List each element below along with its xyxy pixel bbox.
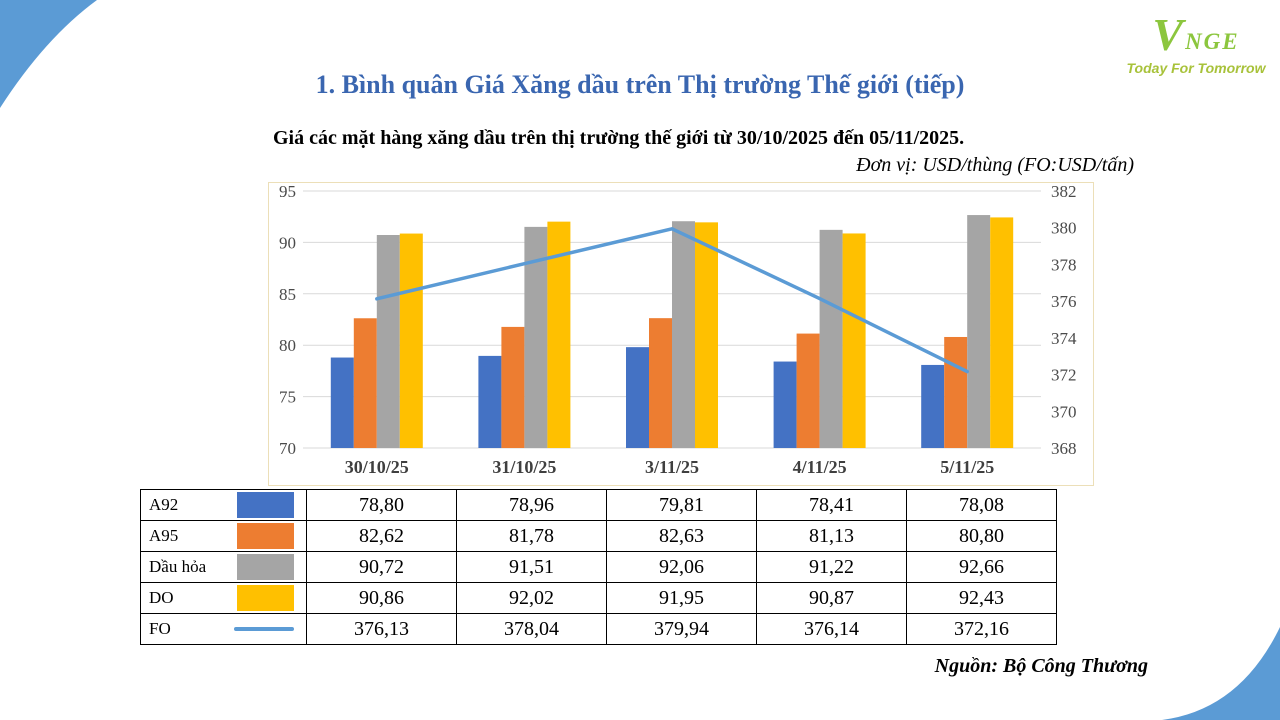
bar-4 [547, 221, 571, 448]
right-axis-tick-label: 382 [1051, 183, 1077, 201]
corner-swoosh-bottom-right-icon [1162, 627, 1280, 720]
price-value-cell: 90,72 [306, 551, 457, 583]
x-axis-category-label: 5/11/25 [940, 457, 994, 477]
table-row: Dầu hỏa 90,72 91,51 92,06 91,22 92,66 [140, 551, 1057, 583]
left-axis-tick-label: 80 [279, 336, 296, 355]
left-axis-tick-label: 95 [279, 183, 296, 201]
price-value-cell: 78,41 [756, 489, 907, 521]
bar-1 [773, 361, 797, 448]
bar-3 [672, 221, 695, 448]
price-value-cell: 92,66 [906, 551, 1057, 583]
price-value-cell: 78,80 [306, 489, 457, 521]
price-value-cell: 78,08 [906, 489, 1057, 521]
right-axis-tick-label: 380 [1051, 219, 1077, 238]
series-label-cell: A95 [140, 520, 307, 552]
price-value-cell: 372,16 [906, 613, 1057, 645]
series-color-swatch-icon [237, 492, 294, 518]
bar-4 [399, 233, 423, 448]
price-value-cell: 80,80 [906, 520, 1057, 552]
table-row: A95 82,62 81,78 82,63 81,13 80,80 [140, 520, 1057, 552]
series-color-swatch-icon [237, 585, 294, 611]
price-value-cell: 379,94 [606, 613, 757, 645]
table-row: FO 376,13 378,04 379,94 376,14 372,16 [140, 613, 1057, 645]
price-value-cell: 79,81 [606, 489, 757, 521]
chart-plot-area: 70 75 80 85 90 95 368 370 372 374 376 378 380 382 30/1… [279, 182, 1077, 477]
price-value-cell: 91,95 [606, 582, 757, 614]
series-label: DO [149, 588, 174, 607]
series-label: FO [149, 619, 171, 638]
price-data-table: A92 78,80 78,96 79,81 78,41 78,08 A95 82,62 81,7… [140, 489, 1057, 645]
page-title: 1. Bình quân Giá Xăng dầu trên Thị trườn… [315, 70, 965, 99]
series-line-swatch-icon [234, 627, 294, 631]
source-note: Nguồn: Bộ Công Thương [934, 655, 1148, 677]
bar-2 [501, 326, 525, 448]
bar-3 [967, 215, 991, 448]
price-value-cell: 92,06 [606, 551, 757, 583]
bar-4 [990, 217, 1014, 448]
fo-line-series [375, 227, 969, 374]
series-label-cell: A92 [140, 489, 307, 521]
price-value-cell: 92,43 [906, 582, 1057, 614]
chart-subtitle: Giá các mặt hàng xăng dầu trên thị trườn… [273, 127, 965, 149]
bar-2 [353, 318, 377, 448]
series-label-cell: DO [140, 582, 307, 614]
fuel-price-combo-chart: 70 75 80 85 90 95 368 370 372 374 376 378 380 382 30/1… [268, 182, 1094, 486]
price-value-cell: 90,87 [756, 582, 907, 614]
price-value-cell: 92,02 [456, 582, 607, 614]
bar-3 [524, 226, 548, 448]
right-axis-tick-label: 376 [1051, 292, 1077, 311]
left-axis-tick-label: 70 [279, 439, 296, 458]
left-axis-tick-label: 85 [279, 285, 296, 304]
x-axis-category-label: 3/11/25 [645, 457, 699, 477]
table-row: DO 90,86 92,02 91,95 90,87 92,43 [140, 582, 1057, 614]
series-label-cell: FO [140, 613, 307, 645]
x-axis-category-label: 4/11/25 [793, 457, 847, 477]
left-axis-tick-label: 75 [279, 388, 296, 407]
price-value-cell: 81,13 [756, 520, 907, 552]
price-value-cell: 90,86 [306, 582, 457, 614]
price-value-cell: 91,51 [456, 551, 607, 583]
bar-3 [819, 229, 843, 448]
price-value-cell: 91,22 [756, 551, 907, 583]
bar-1 [478, 355, 502, 448]
bar-2 [796, 333, 820, 448]
left-axis-tick-label: 90 [279, 233, 296, 252]
price-value-cell: 376,14 [756, 613, 907, 645]
right-axis-tick-label: 370 [1051, 402, 1077, 421]
bar-4 [695, 222, 718, 448]
bar-1 [330, 357, 354, 448]
price-value-cell: 81,78 [456, 520, 607, 552]
series-label: Dầu hỏa [149, 557, 207, 576]
series-label: A95 [149, 526, 179, 545]
bar-1 [921, 364, 945, 448]
bar-3 [376, 234, 400, 448]
bar-2 [649, 318, 672, 448]
right-axis-tick-label: 372 [1051, 366, 1077, 385]
series-label: A92 [149, 495, 179, 514]
logo-name: NGE [1185, 29, 1240, 55]
price-value-cell: 82,63 [606, 520, 757, 552]
right-axis-tick-label: 368 [1051, 439, 1077, 458]
price-value-cell: 78,96 [456, 489, 607, 521]
x-axis-category-label: 31/10/25 [492, 457, 556, 477]
right-axis-tick-label: 378 [1051, 255, 1077, 274]
series-color-swatch-icon [237, 554, 294, 580]
company-logo: V NGE Today For Tomorrow [1126, 9, 1266, 77]
price-value-cell: 82,62 [306, 520, 457, 552]
price-value-cell: 376,13 [306, 613, 457, 645]
price-value-cell: 378,04 [456, 613, 607, 645]
bar-4 [842, 233, 866, 448]
logo-v-glyph: V [1152, 9, 1184, 60]
bar-1 [626, 347, 649, 448]
logo-tagline: Today For Tomorrow [1126, 60, 1266, 77]
right-axis-tick-label: 374 [1051, 329, 1077, 348]
table-row: A92 78,80 78,96 79,81 78,41 78,08 [140, 489, 1057, 521]
bar-2 [944, 336, 968, 448]
unit-note: Đơn vị: USD/thùng (FO:USD/tấn) [856, 154, 1134, 176]
series-label-cell: Dầu hỏa [140, 551, 307, 583]
x-axis-category-label: 30/10/25 [345, 457, 409, 477]
series-color-swatch-icon [237, 523, 294, 549]
